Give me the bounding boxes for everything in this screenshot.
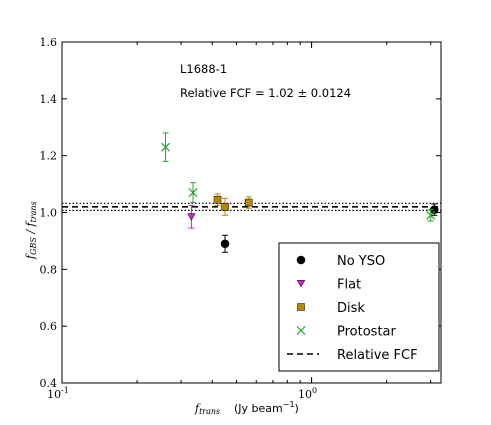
x-tick-label: 100 [298,386,317,401]
annotation-fcf: Relative FCF = 1.02 ± 0.0124 [180,86,351,100]
legend-label: Protostar [337,325,397,340]
legend-label: No YSO [337,254,385,269]
data-points [161,132,439,253]
point-protostar-stroke-b [161,142,170,152]
legend-label: Flat [337,278,361,293]
y-tick-label: 1.4 [40,93,58,106]
y-axis-label: fGBS / ftrans [24,201,38,260]
x-axis-label-var: ftrans [194,402,220,416]
x-axis-label: ftrans (Jy beam−1) [194,400,299,416]
point-flat [187,213,196,221]
point-protostar-stroke-b [188,188,198,198]
point-protostar [161,142,170,152]
legend-box [278,242,440,372]
y-tick-label: 0.8 [40,263,58,276]
y-axis-label-text: fGBS / ftrans [24,201,38,260]
y-tick-label: 0.6 [40,320,58,333]
point-disk [221,203,229,211]
x-axis-label-unit: (Jy beam−1) [234,400,299,415]
point-protostar [188,188,198,198]
legend: No YSO Flat Disk Protostar Relative FCF [278,242,440,372]
annotation-title: L1688-1 [180,62,227,76]
legend-marker-disk [297,303,305,311]
point-disk [213,195,222,204]
y-tick-label: 1.2 [40,150,58,163]
point-protostar [426,210,436,220]
x-tick-label: 10-1 [47,386,69,401]
legend-marker-protostar-stroke-b [296,326,306,335]
y-tick-label: 0.4 [40,377,58,390]
legend-label: Relative FCF [337,348,418,363]
legend-marker-flat [296,280,306,288]
legend-label: Disk [337,301,365,316]
y-tick-label: 1.6 [40,36,58,49]
point-protostar-stroke-b [426,210,436,220]
axis-ticks: 0.4 0.6 0.8 1.0 1.2 1.4 1.6 10-1 100 [40,36,441,401]
legend-marker-no-yso [296,255,306,265]
legend-marker-protostar [296,326,306,335]
y-tick-label: 1.0 [40,207,58,220]
point-disk [244,198,253,207]
point-no-yso [220,239,230,249]
